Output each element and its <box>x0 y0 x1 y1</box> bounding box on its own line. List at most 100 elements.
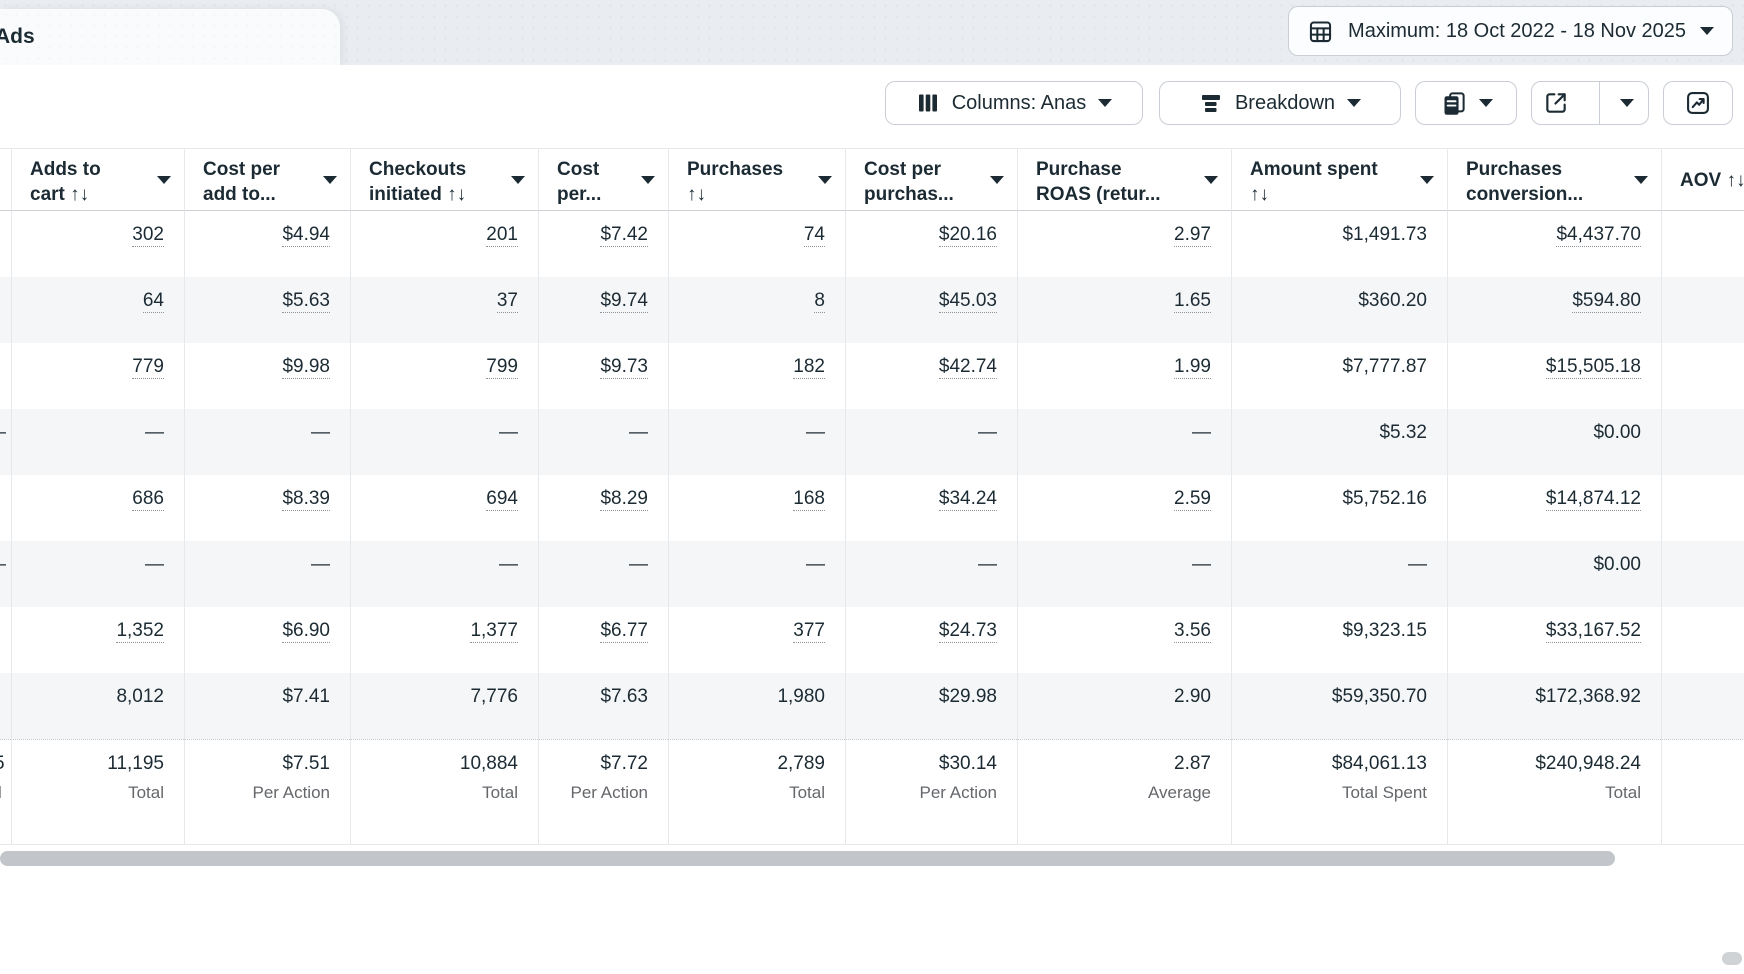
column-header-cost-per-purchas[interactable]: Cost per purchas... <box>845 149 1017 211</box>
column-header-label: AOV ↑↓ <box>1680 170 1744 191</box>
header-menu-caret-icon[interactable] <box>157 176 171 184</box>
metric-value-link[interactable]: 377 <box>793 620 825 643</box>
metric-value-link[interactable]: $20.16 <box>938 224 997 247</box>
metric-cell: — <box>184 409 350 475</box>
metric-value-link[interactable]: 1,352 <box>116 620 164 643</box>
metric-value-link[interactable]: $33,167.52 <box>1545 620 1641 643</box>
row-clipped-cell <box>0 277 11 343</box>
total-kind-label: Per Action <box>919 783 998 802</box>
metric-value: $7.63 <box>600 686 648 707</box>
metric-value-link[interactable]: $45.03 <box>938 290 997 313</box>
metric-value: 2.90 <box>1174 686 1211 707</box>
metric-value-link[interactable]: $6.90 <box>282 620 330 643</box>
horizontal-scrollbar-thumb[interactable] <box>0 851 1615 866</box>
header-menu-caret-icon[interactable] <box>1420 176 1434 184</box>
metric-value-link[interactable]: 2.97 <box>1174 224 1211 247</box>
total-kind-label: Per Action <box>252 783 331 802</box>
metric-value-link[interactable]: 182 <box>793 356 825 379</box>
date-range-button[interactable]: Maximum: 18 Oct 2022 - 18 Nov 2025 <box>1288 6 1733 56</box>
metric-value-link[interactable]: 2.59 <box>1174 488 1211 511</box>
metric-value-link[interactable]: $8.29 <box>600 488 648 511</box>
metric-value-link[interactable]: 74 <box>803 224 825 247</box>
metric-value-link[interactable]: 779 <box>132 356 164 379</box>
metric-value-link[interactable]: 694 <box>486 488 518 511</box>
metric-cell: $1,491.73 <box>1231 211 1447 277</box>
metric-value-link[interactable]: 168 <box>793 488 825 511</box>
metric-value-link[interactable]: $7.42 <box>600 224 648 247</box>
column-header-label: initiated ↑↓ <box>369 184 467 205</box>
metric-cell: 64 <box>11 277 184 343</box>
metric-value: $29.98 <box>938 686 997 707</box>
toolbar: Columns: Anas Breakdown <box>0 65 1744 148</box>
column-header-purchases[interactable]: Purchases ↑↓ <box>668 149 845 211</box>
column-header-purchases-conversion[interactable]: Purchases conversion... <box>1447 149 1661 211</box>
metric-value-link[interactable]: $34.24 <box>938 488 997 511</box>
metric-value: $9,323.15 <box>1342 620 1427 641</box>
column-header-checkouts-initiated[interactable]: Checkouts initiated ↑↓ <box>350 149 538 211</box>
metric-value-link[interactable]: $15,505.18 <box>1545 356 1641 379</box>
metric-value: — <box>145 422 164 443</box>
column-header-cost-per-add-to[interactable]: Cost per add to... <box>184 149 350 211</box>
metric-cell: $4,437.70 <box>1447 211 1661 277</box>
total-value: 11,195 <box>107 753 164 774</box>
column-header-cost-per[interactable]: Cost per... <box>538 149 668 211</box>
header-menu-caret-icon[interactable] <box>641 176 655 184</box>
metric-value-link[interactable]: $6.77 <box>600 620 648 643</box>
metric-value-link[interactable]: 302 <box>132 224 164 247</box>
metric-value-link[interactable]: 37 <box>496 290 518 313</box>
header-menu-caret-icon[interactable] <box>1634 176 1648 184</box>
columns-button[interactable]: Columns: Anas <box>885 81 1143 125</box>
metric-cell: $34.24 <box>845 475 1017 541</box>
column-header-purchase-roas-retur[interactable]: Purchase ROAS (retur... <box>1017 149 1231 211</box>
metric-value-link[interactable]: $4,437.70 <box>1556 224 1641 247</box>
metric-value-link[interactable]: 3.56 <box>1174 620 1211 643</box>
metric-cell: — <box>668 541 845 607</box>
metric-cell: 2.90 <box>1017 673 1231 739</box>
header-menu-caret-icon[interactable] <box>323 176 337 184</box>
metric-value-link[interactable]: $9.74 <box>600 290 648 313</box>
column-header-adds-to-cart[interactable]: Adds to cart ↑↓ <box>11 149 184 211</box>
metric-cell: — <box>350 541 538 607</box>
column-header-aov[interactable]: AOV ↑↓ <box>1661 149 1744 211</box>
metric-value-link[interactable]: 64 <box>142 290 164 313</box>
total-value: 2,789 <box>777 753 825 774</box>
metric-value: $1,491.73 <box>1342 224 1427 245</box>
metric-cell: 377 <box>668 607 845 673</box>
metric-value-link[interactable]: $9.73 <box>600 356 648 379</box>
metric-value-link[interactable]: 799 <box>486 356 518 379</box>
header-menu-caret-icon[interactable] <box>511 176 525 184</box>
metric-cell: $5,752.16 <box>1231 475 1447 541</box>
metric-value-link[interactable]: 201 <box>486 224 518 247</box>
header-menu-caret-icon[interactable] <box>1204 176 1218 184</box>
metric-value-link[interactable]: 8 <box>814 290 825 313</box>
metric-cell: $24.73 <box>845 607 1017 673</box>
metric-value: — <box>806 554 825 575</box>
column-header-amount-spent[interactable]: Amount spent ↑↓ <box>1231 149 1447 211</box>
metric-value-link[interactable]: 1.99 <box>1174 356 1211 379</box>
chevron-down-icon <box>1347 99 1362 107</box>
breakdown-button[interactable]: Breakdown <box>1159 81 1401 125</box>
metric-value-link[interactable]: $594.80 <box>1572 290 1641 313</box>
metric-value-link[interactable]: $8.39 <box>282 488 330 511</box>
metric-value-link[interactable]: $5.63 <box>282 290 330 313</box>
export-button-group <box>1531 81 1649 125</box>
metric-value-link[interactable]: $14,874.12 <box>1545 488 1641 511</box>
metric-value-link[interactable]: 686 <box>132 488 164 511</box>
tab-ads[interactable]: Ads <box>0 9 340 65</box>
metric-value-link[interactable]: $4.94 <box>282 224 330 247</box>
header-menu-caret-icon[interactable] <box>990 176 1004 184</box>
export-button[interactable] <box>1526 82 1587 124</box>
metric-cell: 3.56 <box>1017 607 1231 673</box>
metric-value: $5,752.16 <box>1342 488 1427 509</box>
metric-cell: $20.16 <box>845 211 1017 277</box>
reports-button[interactable] <box>1415 81 1517 125</box>
metric-value-link[interactable]: 1.65 <box>1174 290 1211 313</box>
metric-value-link[interactable]: $42.74 <box>938 356 997 379</box>
header-menu-caret-icon[interactable] <box>818 176 832 184</box>
metric-value-link[interactable]: $9.98 <box>282 356 330 379</box>
charts-button[interactable] <box>1663 81 1733 125</box>
metric-value-link[interactable]: $24.73 <box>938 620 997 643</box>
chevron-down-icon <box>1478 99 1493 107</box>
export-options-button[interactable] <box>1598 82 1655 124</box>
metric-value-link[interactable]: 1,377 <box>470 620 518 643</box>
